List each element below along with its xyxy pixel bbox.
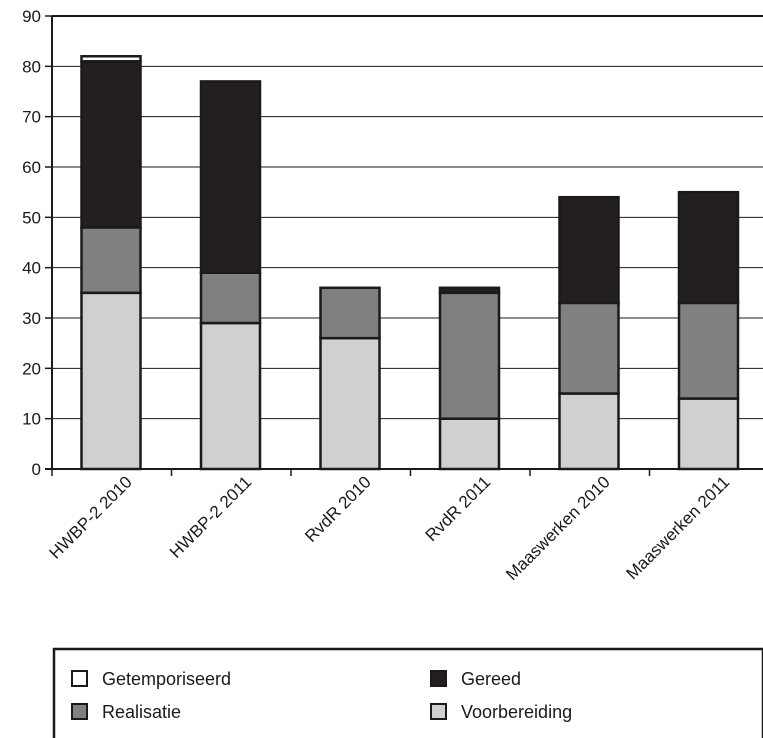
bar-segment-gereed-maaswerken-2011 bbox=[679, 192, 738, 303]
legend-label-getemporiseerd: Getemporiseerd bbox=[102, 669, 231, 689]
x-tick-labels: HWBP-2 2010 HWBP-2 2011 RvdR 2010 RvdR 2011… bbox=[46, 472, 734, 584]
bar-segment-gereed-maaswerken-2010 bbox=[560, 197, 619, 303]
bars bbox=[82, 56, 739, 469]
bar-segment-voorbereiding-maaswerken-2010 bbox=[560, 394, 619, 470]
x-tick-label-rvdr-2011: RvdR 2011 bbox=[422, 472, 495, 545]
y-tick-label: 80 bbox=[22, 57, 41, 76]
bar-segment-getemporiseerd-hwbp-2-2010 bbox=[82, 56, 141, 61]
x-tick-label-hwbp-2-2011: HWBP-2 2011 bbox=[166, 472, 255, 561]
bar-segment-realisatie-rvdr-2011 bbox=[440, 293, 499, 419]
y-tick-label: 30 bbox=[22, 309, 41, 328]
x-tick-label-rvdr-2010: RvdR 2010 bbox=[301, 472, 375, 546]
bar-segment-voorbereiding-rvdr-2010 bbox=[321, 338, 380, 469]
y-tick-label: 50 bbox=[22, 208, 41, 227]
legend-swatch-realisatie bbox=[72, 704, 87, 719]
y-tick-label: 20 bbox=[22, 359, 41, 378]
x-tick-label-maaswerken-2011: Maaswerken 2011 bbox=[623, 472, 734, 583]
x-tick-label-maaswerken-2010: Maaswerken 2010 bbox=[502, 472, 614, 584]
bar-segment-voorbereiding-rvdr-2011 bbox=[440, 419, 499, 469]
legend-swatch-gereed bbox=[431, 671, 446, 686]
legend-label-realisatie: Realisatie bbox=[102, 702, 181, 722]
y-tick-label: 10 bbox=[22, 410, 41, 429]
bar-segment-voorbereiding-hwbp-2-2011 bbox=[201, 323, 260, 469]
y-tick-label: 90 bbox=[22, 7, 41, 26]
legend-swatch-voorbereiding bbox=[431, 704, 446, 719]
bar-segment-realisatie-hwbp-2-2010 bbox=[82, 227, 141, 292]
legend: Getemporiseerd Gereed Realisatie Voorbereid… bbox=[54, 649, 763, 738]
y-tick-label: 70 bbox=[22, 108, 41, 127]
y-tick-labels: 0 10 20 30 40 50 60 70 80 90 bbox=[22, 7, 41, 479]
bar-segment-gereed-hwbp-2-2010 bbox=[82, 61, 141, 227]
gridlines bbox=[52, 16, 763, 419]
legend-label-gereed: Gereed bbox=[461, 669, 521, 689]
legend-swatch-getemporiseerd bbox=[72, 671, 87, 686]
legend-box bbox=[54, 649, 763, 738]
bar-segment-realisatie-rvdr-2010 bbox=[321, 288, 380, 338]
bar-segment-gereed-rvdr-2011 bbox=[440, 288, 499, 293]
y-tick-label: 40 bbox=[22, 259, 41, 278]
x-tick-label-hwbp-2-2010: HWBP-2 2010 bbox=[46, 472, 136, 562]
axes bbox=[45, 16, 763, 476]
legend-label-voorbereiding: Voorbereiding bbox=[461, 702, 572, 722]
bar-segment-gereed-hwbp-2-2011 bbox=[201, 81, 260, 272]
bar-segment-realisatie-hwbp-2-2011 bbox=[201, 273, 260, 323]
y-tick-label: 60 bbox=[22, 158, 41, 177]
bar-segment-realisatie-maaswerken-2011 bbox=[679, 303, 738, 399]
bar-segment-voorbereiding-hwbp-2-2010 bbox=[82, 293, 141, 469]
y-tick-label: 0 bbox=[32, 460, 41, 479]
bar-segment-voorbereiding-maaswerken-2011 bbox=[679, 399, 738, 469]
bar-segment-realisatie-maaswerken-2010 bbox=[560, 303, 619, 394]
